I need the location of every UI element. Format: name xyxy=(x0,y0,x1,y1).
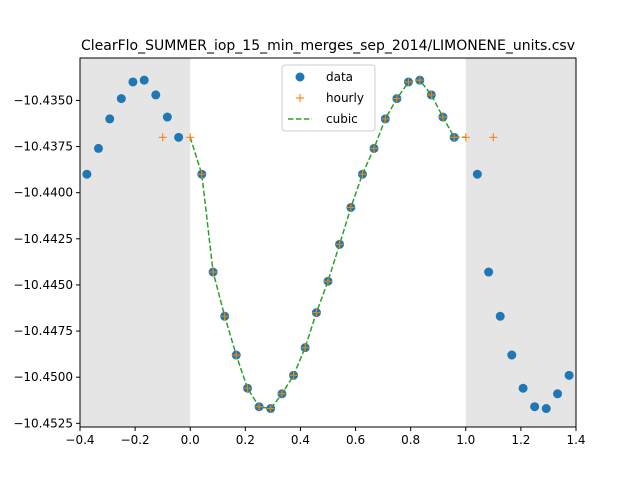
data-point xyxy=(151,90,160,99)
legend-label: data xyxy=(326,70,353,84)
data-point xyxy=(174,133,183,142)
data-point xyxy=(530,402,539,411)
data-point xyxy=(507,351,516,360)
data-point xyxy=(473,170,482,179)
data-point xyxy=(484,268,493,277)
x-tick-label: 1.0 xyxy=(456,433,475,447)
shaded-region-0 xyxy=(80,58,190,427)
shaded-region-1 xyxy=(466,58,576,427)
legend-label: cubic xyxy=(326,112,358,126)
data-point xyxy=(565,371,574,380)
data-point xyxy=(496,312,505,321)
y-tick-label: −10.4425 xyxy=(13,232,73,246)
x-tick-label: 0.8 xyxy=(401,433,420,447)
x-tick-label: 0.2 xyxy=(236,433,255,447)
y-tick-label: −10.4375 xyxy=(13,140,73,154)
x-tick-label: −0.4 xyxy=(65,433,94,447)
x-tick-label: −0.2 xyxy=(121,433,150,447)
data-point xyxy=(128,77,137,86)
legend-label: hourly xyxy=(326,91,364,105)
data-point xyxy=(82,170,91,179)
y-tick-label: −10.4350 xyxy=(13,93,73,107)
data-point xyxy=(105,114,114,123)
y-tick-label: −10.4525 xyxy=(13,416,73,430)
data-point xyxy=(140,76,149,85)
x-tick-label: 1.2 xyxy=(511,433,530,447)
data-point xyxy=(94,144,103,153)
x-tick-label: 0.0 xyxy=(181,433,200,447)
legend-marker-data xyxy=(296,73,305,82)
x-tick-label: 0.4 xyxy=(291,433,310,447)
x-tick-label: 1.4 xyxy=(566,433,585,447)
data-point xyxy=(163,113,172,122)
legend: data hourly cubic xyxy=(282,65,375,131)
y-tick-label: −10.4450 xyxy=(13,278,73,292)
data-point xyxy=(553,389,562,398)
y-tick-label: −10.4500 xyxy=(13,370,73,384)
data-point xyxy=(519,384,528,393)
y-tick-label: −10.4475 xyxy=(13,324,73,338)
data-point xyxy=(542,404,551,413)
y-tick-label: −10.4400 xyxy=(13,186,73,200)
x-tick-label: 0.6 xyxy=(346,433,365,447)
chart-title: ClearFlo_SUMMER_iop_15_min_merges_sep_20… xyxy=(81,38,575,54)
data-point xyxy=(117,94,126,103)
